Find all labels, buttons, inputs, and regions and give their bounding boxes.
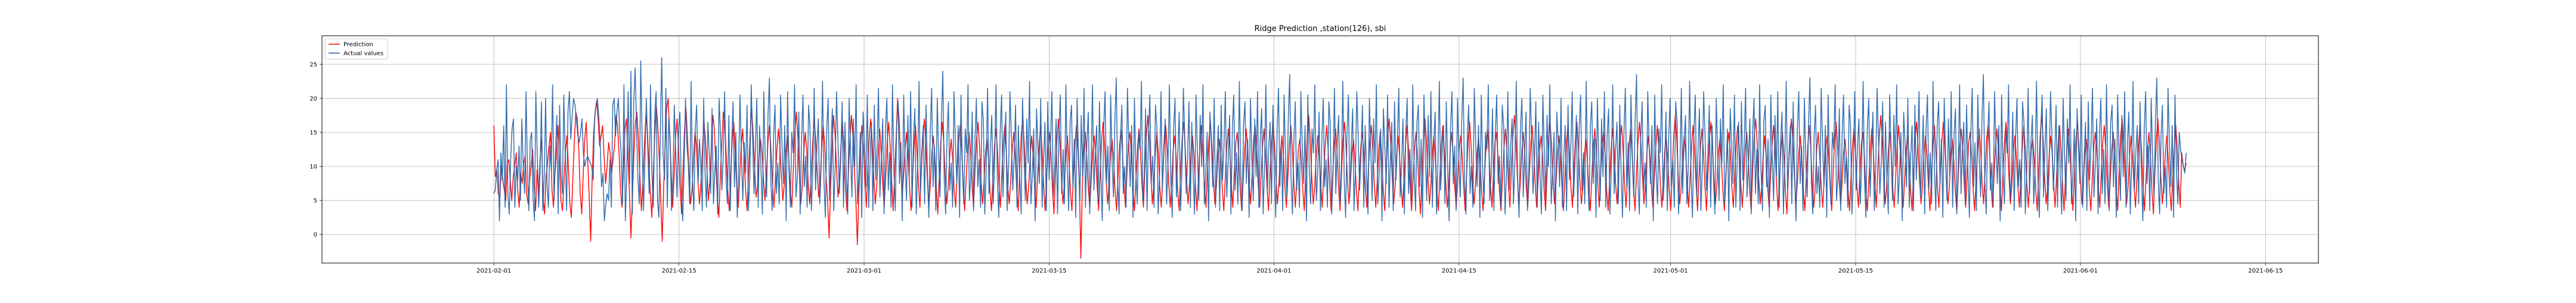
grid-lines (322, 36, 2318, 263)
x-axis-ticks: 2021-02-01 2021-02-15 2021-03-01 2021-03-15… (476, 263, 2283, 274)
y-tick-label: 20 (309, 95, 317, 102)
x-tick-label: 2021-02-01 (476, 268, 511, 274)
y-tick-label: 5 (314, 198, 317, 205)
x-tick-label: 2021-04-01 (1256, 268, 1291, 274)
y-tick-label: 25 (309, 61, 317, 68)
x-tick-label: 2021-02-15 (662, 268, 696, 274)
y-tick-label: 15 (309, 129, 317, 136)
legend-box (324, 38, 388, 60)
chart-title: Ridge Prediction ,station(126), sbi (1255, 24, 1386, 33)
series-lines (493, 57, 2187, 259)
x-tick-label: 2021-05-15 (1838, 268, 1873, 274)
series-line-actual-values (493, 57, 2187, 222)
x-tick-label: 2021-03-15 (1032, 268, 1066, 274)
plot-area-frame (321, 35, 2319, 264)
legend-label-prediction: Prediction (343, 42, 373, 48)
x-tick-label: 2021-06-15 (2248, 268, 2283, 274)
x-tick-label: 2021-03-01 (847, 268, 881, 274)
x-tick-label: 2021-05-01 (1654, 268, 1688, 274)
x-tick-label: 2021-04-15 (1442, 268, 1476, 274)
x-tick-label: 2021-06-01 (2063, 268, 2098, 274)
y-axis-ticks: 0 5 10 15 20 25 (309, 61, 322, 239)
legend: Prediction Actual values (324, 38, 388, 60)
legend-label-actual-values: Actual values (343, 51, 383, 57)
y-tick-label: 10 (309, 164, 317, 171)
y-tick-label: 0 (314, 232, 317, 239)
